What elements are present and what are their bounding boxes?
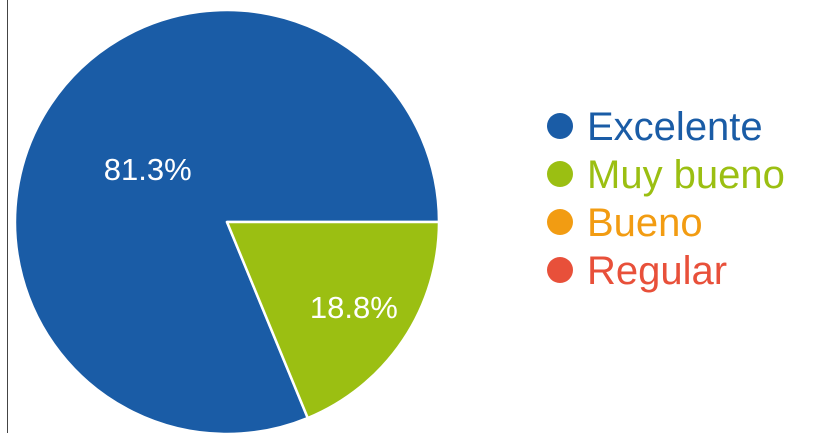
legend-marker-bueno: [547, 209, 573, 235]
legend-label-bueno: Bueno: [587, 201, 703, 245]
legend-marker-excelente: [547, 113, 573, 139]
legend-label-excelente: Excelente: [587, 105, 763, 149]
pie-slice-excelente: [13, 8, 441, 436]
left-border-line: [7, 0, 8, 433]
legend-label-regular: Regular: [587, 249, 727, 293]
pie-slices: [13, 8, 441, 436]
legend-marker-regular: [547, 257, 573, 283]
legend-marker-muy-bueno: [547, 161, 573, 187]
legend-label-muy-bueno: Muy bueno: [587, 153, 785, 197]
pie-data-labels: 81.3% 18.8%: [104, 152, 398, 325]
pie-label-muy-bueno: 18.8%: [310, 290, 398, 325]
pie-slice-muy-bueno: [225, 220, 441, 420]
pie-label-excelente: 81.3%: [104, 152, 192, 187]
